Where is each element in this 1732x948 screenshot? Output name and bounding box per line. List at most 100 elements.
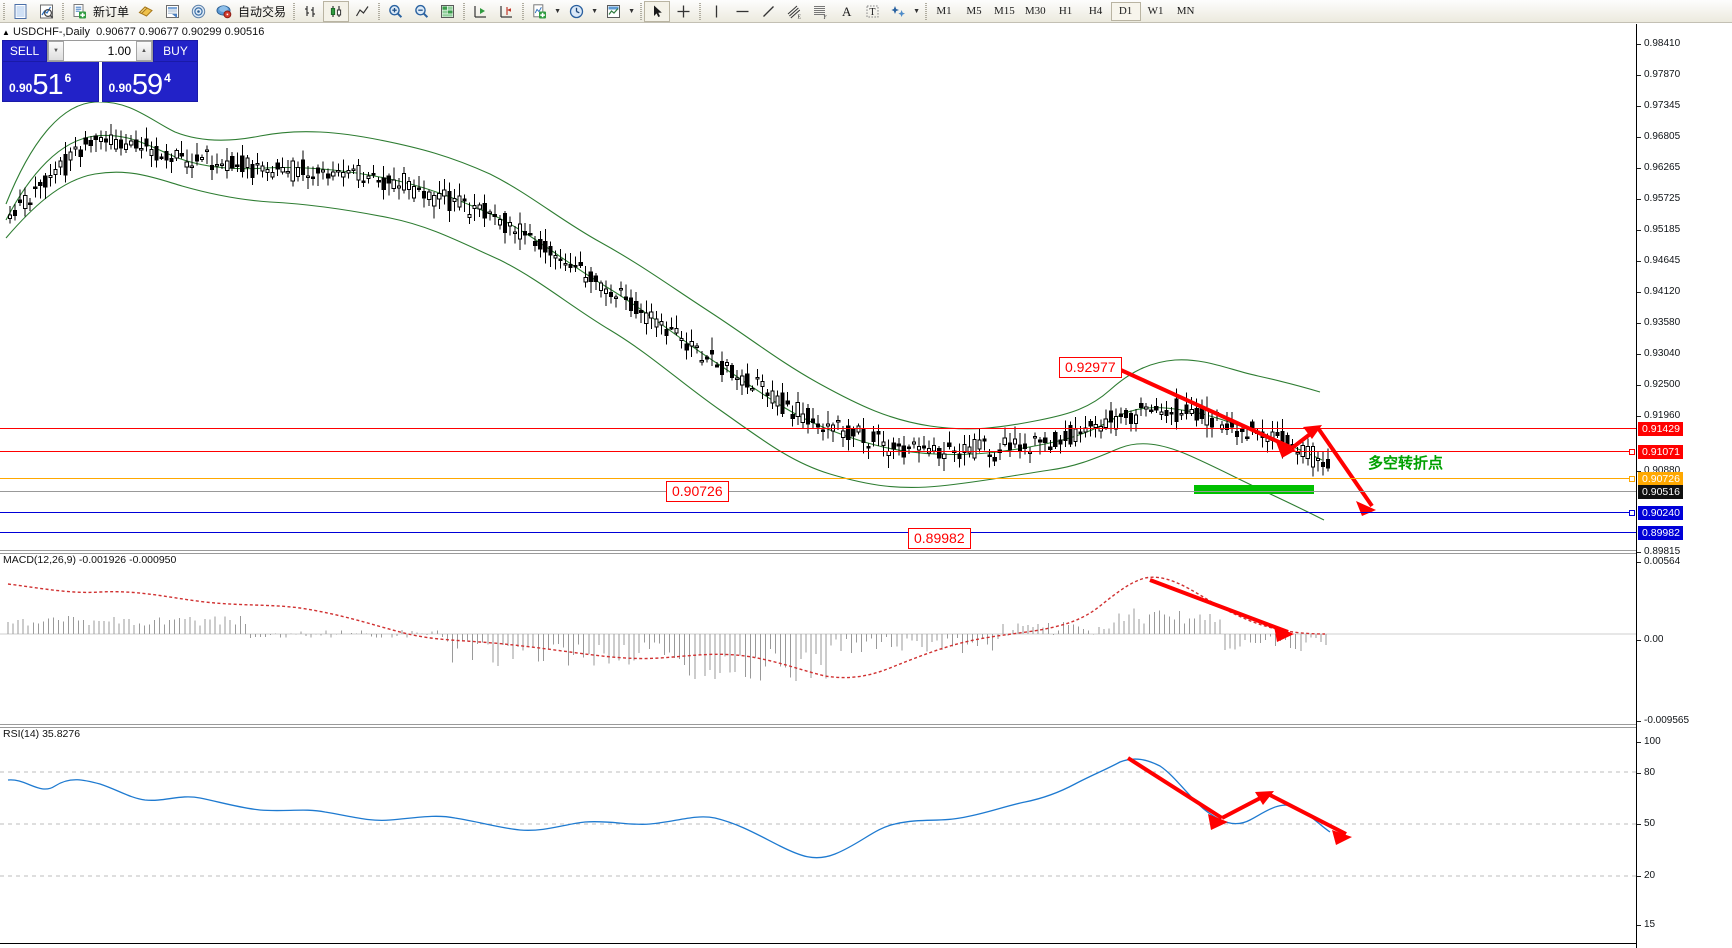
support-zone-highlight	[1194, 485, 1314, 494]
toolbar-separator	[637, 2, 644, 21]
macd-tick: 0.00	[1637, 634, 1663, 645]
periods-icon[interactable]	[563, 1, 589, 22]
new-order-label[interactable]: 新订单	[93, 4, 130, 19]
toolbar-separator	[922, 2, 929, 21]
timeframe-m30[interactable]: M30	[1024, 5, 1046, 17]
buy-price-big: 59	[131, 69, 163, 101]
timeframe-d1[interactable]: D1	[1110, 1, 1141, 21]
fibonacci-retracement-icon[interactable]: F	[807, 1, 833, 22]
timeframe-w1[interactable]: W1	[1147, 5, 1164, 17]
text-icon[interactable]: A	[833, 1, 859, 22]
chart-plot[interactable]: ▲ USDCHF-,Daily 0.90677 0.90677 0.90299 …	[0, 24, 1636, 948]
price-badge-resistance-2: 0.91071	[1638, 445, 1683, 459]
autotrading-icon[interactable]	[211, 1, 237, 22]
price-tag-mid[interactable]: 0.90726	[666, 481, 729, 502]
new-order-icon[interactable]	[66, 1, 92, 22]
sell-price-sup: 6	[64, 71, 72, 85]
volume-stepper[interactable]: ▼ 1.00 ▲	[47, 40, 153, 62]
toolbar-separator	[519, 2, 526, 21]
market-watch-icon[interactable]	[33, 1, 59, 22]
macd-label: MACD(12,26,9) -0.001926 -0.000950	[3, 554, 177, 566]
indicators-icon[interactable]	[526, 1, 552, 22]
one-click-trading-panel[interactable]: SELL ▼ 1.00 ▲ BUY 0.90 51 6 0.90 59 4	[2, 40, 198, 126]
trendline-icon[interactable]	[755, 1, 781, 22]
svg-text:A: A	[842, 4, 852, 19]
timeframe-h1[interactable]: H1	[1058, 5, 1073, 17]
price-tick: 0.95725	[1637, 193, 1680, 204]
price-tick: 0.94120	[1637, 286, 1680, 297]
equidistant-channel-icon[interactable]: E	[781, 1, 807, 22]
vertical-line-icon[interactable]	[703, 1, 729, 22]
toolbar-separator	[375, 2, 382, 21]
price-badge-resistance-1: 0.91429	[1638, 422, 1683, 436]
trend-arrow-down-macd	[1149, 578, 1294, 642]
zoom-in-icon[interactable]	[382, 1, 408, 22]
shapes-dropdown-icon[interactable]: ▼	[913, 7, 920, 15]
timeframe-h4[interactable]: H4	[1088, 5, 1103, 17]
date-axis[interactable]: 25 Mar 2020 3 Apr 2020 14 Apr 2020 23 Ap…	[0, 943, 1636, 948]
timeframe-m15[interactable]: M15	[994, 5, 1015, 17]
auto-scroll-icon[interactable]	[467, 1, 493, 22]
metaeditor-icon[interactable]	[133, 1, 159, 22]
toolbar-separator	[59, 2, 66, 21]
pivot-line[interactable]	[0, 476, 1635, 482]
buy-price-prefix: 0.90	[108, 81, 132, 95]
timeframe-m5[interactable]: M5	[966, 5, 982, 17]
strategy-tester-icon[interactable]	[185, 1, 211, 22]
chart-window[interactable]: 0.98410 0.97870 0.97345 0.96805 0.96265 …	[0, 24, 1732, 948]
sell-button[interactable]: SELL	[2, 40, 47, 62]
periods-dropdown-icon[interactable]: ▼	[591, 7, 598, 15]
new-chart-icon[interactable]	[7, 1, 33, 22]
horizontal-line-icon[interactable]	[729, 1, 755, 22]
indicators-dropdown-icon[interactable]: ▼	[554, 7, 561, 15]
rsi-tick: 80	[1637, 767, 1655, 778]
volume-input[interactable]: 1.00	[107, 44, 131, 58]
cursor-icon[interactable]	[644, 0, 671, 22]
toolbar-separator	[696, 2, 703, 21]
price-tick: 0.90880	[1637, 465, 1680, 476]
zoom-out-icon[interactable]	[408, 1, 434, 22]
price-tag-high[interactable]: 0.92977	[1059, 357, 1122, 378]
buy-price-sup: 4	[164, 71, 171, 85]
shapes-icon[interactable]	[885, 1, 911, 22]
price-chart-svg	[5, 101, 1376, 521]
price-axis[interactable]: 0.98410 0.97870 0.97345 0.96805 0.96265 …	[1636, 24, 1732, 948]
timeframe-mn[interactable]: MN	[1176, 5, 1195, 17]
macd-separator	[0, 550, 1636, 551]
candlestick-chart-icon[interactable]	[323, 0, 350, 22]
bar-chart-icon[interactable]	[297, 1, 323, 22]
price-tick: 0.96265	[1637, 162, 1680, 173]
data-window-icon[interactable]	[434, 1, 460, 22]
crosshair-icon[interactable]	[670, 1, 696, 22]
price-tag-low[interactable]: 0.89982	[908, 528, 971, 549]
chinese-annotation-turning-point[interactable]: 多空转折点	[1368, 455, 1444, 472]
volume-increment-icon[interactable]: ▲	[136, 41, 152, 61]
rsi-tick: 50	[1637, 818, 1655, 829]
templates-icon[interactable]	[600, 1, 626, 22]
rsi-svg	[0, 756, 1636, 877]
support-line-2[interactable]	[0, 532, 1636, 533]
support-line-1[interactable]	[0, 510, 1635, 516]
resistance-line-2[interactable]	[0, 449, 1635, 455]
timeframe-m1[interactable]: M1	[936, 5, 952, 17]
price-tick: 0.93580	[1637, 317, 1680, 328]
price-badge-last: 0.90516	[1638, 485, 1683, 499]
rsi-separator-2	[0, 727, 1636, 728]
last-price-line	[0, 491, 1636, 492]
resistance-line-1[interactable]	[0, 428, 1636, 429]
macd-svg	[0, 576, 1636, 681]
templates-dropdown-icon[interactable]: ▼	[628, 7, 635, 15]
buy-button[interactable]: BUY	[153, 40, 198, 62]
line-chart-icon[interactable]	[349, 1, 375, 22]
terminal-icon[interactable]	[159, 1, 185, 22]
text-label-icon[interactable]: T	[859, 1, 885, 22]
buy-price-display[interactable]: 0.90 59 4	[101, 62, 198, 102]
chart-ohlc: 0.90677 0.90677 0.90299 0.90516	[96, 26, 265, 38]
chart-shift-icon[interactable]	[493, 1, 519, 22]
price-badge-pivot: 0.90726	[1638, 472, 1683, 486]
sell-price-display[interactable]: 0.90 51 6	[2, 62, 99, 102]
price-tick: 0.89815	[1637, 546, 1680, 557]
rsi-label: RSI(14) 35.8276	[3, 728, 81, 740]
autotrading-label[interactable]: 自动交易	[238, 4, 287, 19]
volume-decrement-icon[interactable]: ▼	[48, 41, 64, 61]
